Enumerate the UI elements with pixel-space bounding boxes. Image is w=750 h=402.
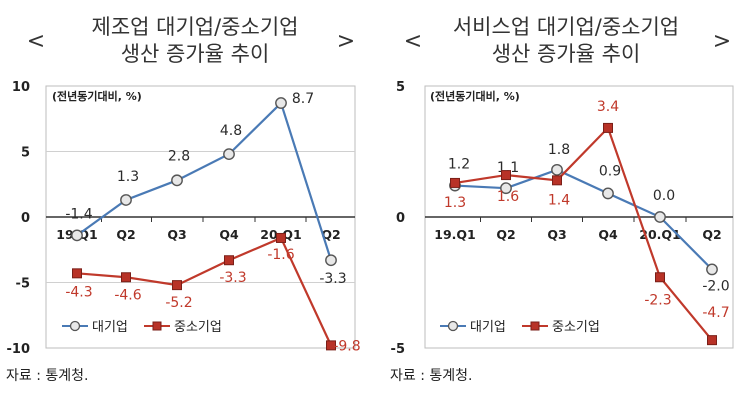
data-label-smes: -4.6 bbox=[114, 287, 141, 303]
data-label-smes: -1.6 bbox=[267, 247, 294, 263]
legend-marker-large-firms bbox=[447, 320, 459, 332]
chart-title-line2: 생산 증가율 추이 bbox=[492, 42, 641, 66]
x-tick-label: Q3 bbox=[167, 227, 186, 242]
legend-label-smes: 중소기업 bbox=[174, 320, 222, 335]
data-point-large-firms bbox=[602, 187, 614, 200]
data-point-large-firms bbox=[71, 229, 83, 242]
unit-note: (전년동기대비, %) bbox=[430, 89, 520, 103]
y-tick-label: 0 bbox=[21, 211, 30, 226]
y-tick-label: 10 bbox=[12, 80, 30, 95]
chart-title-line1: 서비스업 대기업/중소기업 bbox=[453, 15, 679, 39]
data-point-large-firms bbox=[706, 263, 718, 276]
y-tick-label: -5 bbox=[16, 277, 30, 292]
data-point-smes bbox=[72, 268, 82, 279]
data-label-smes: -2.3 bbox=[644, 292, 671, 308]
series-line-smes bbox=[454, 125, 713, 341]
data-point-smes bbox=[276, 232, 286, 243]
data-point-large-firms bbox=[551, 163, 563, 176]
chart-title-line1: 제조업 대기업/중소기업 bbox=[92, 15, 299, 39]
source-note: 자료 : 통계청. bbox=[390, 368, 472, 384]
data-point-large-firms bbox=[275, 97, 287, 109]
data-point-smes bbox=[326, 340, 336, 351]
x-tick-label: Q2 bbox=[496, 227, 515, 242]
data-label-smes: 1.4 bbox=[548, 192, 570, 208]
data-label-large-firms: -3.3 bbox=[319, 271, 346, 287]
data-label-smes: -9.8 bbox=[333, 338, 360, 354]
x-tick-label: Q4 bbox=[219, 227, 239, 242]
bracket-right: > bbox=[713, 29, 731, 54]
data-point-large-firms bbox=[223, 148, 235, 161]
data-point-large-firms bbox=[120, 194, 132, 206]
legend-marker-smes bbox=[152, 321, 162, 331]
x-tick-label: 19.Q1 bbox=[434, 227, 475, 242]
data-point-smes bbox=[501, 170, 511, 181]
series-line-large-firms bbox=[76, 100, 333, 261]
data-label-large-firms: -1.4 bbox=[65, 206, 92, 222]
data-point-smes bbox=[603, 122, 613, 133]
data-point-large-firms bbox=[500, 182, 512, 195]
unit-note: (전년동기대비, %) bbox=[52, 89, 142, 103]
x-tick-label: Q2 bbox=[321, 227, 340, 242]
data-label-smes: 3.4 bbox=[597, 99, 619, 115]
data-label-smes: 1.3 bbox=[444, 195, 466, 211]
x-tick-label: Q2 bbox=[702, 227, 721, 242]
data-label-smes: -4.7 bbox=[702, 305, 729, 321]
data-point-large-firms bbox=[325, 254, 337, 267]
y-tick-label: 5 bbox=[21, 146, 30, 161]
data-label-large-firms: -2.0 bbox=[702, 278, 729, 294]
data-point-smes bbox=[172, 280, 182, 291]
data-point-large-firms bbox=[171, 174, 183, 187]
data-point-smes bbox=[655, 272, 665, 283]
data-label-large-firms: 1.8 bbox=[548, 142, 570, 158]
y-tick-label: -10 bbox=[7, 342, 31, 357]
series-line-smes bbox=[76, 236, 332, 346]
legend-marker-large-firms bbox=[69, 320, 81, 332]
data-label-large-firms: 2.8 bbox=[168, 148, 190, 164]
data-label-smes: 1.6 bbox=[497, 189, 519, 205]
data-point-smes bbox=[552, 175, 562, 186]
legend-label-large-firms: 대기업 bbox=[92, 320, 128, 335]
data-label-large-firms: 0.9 bbox=[599, 163, 621, 179]
y-tick-label: 5 bbox=[396, 80, 405, 95]
data-label-smes: -5.2 bbox=[165, 295, 192, 311]
legend-marker-smes bbox=[530, 321, 540, 331]
y-tick-label: -5 bbox=[391, 342, 405, 357]
bracket-left: < bbox=[404, 29, 422, 54]
data-label-smes: -4.3 bbox=[65, 284, 92, 300]
bracket-right: > bbox=[337, 29, 355, 54]
data-label-large-firms: 0.0 bbox=[653, 188, 675, 204]
data-label-large-firms: 1.3 bbox=[117, 169, 139, 185]
data-label-large-firms: 8.7 bbox=[292, 91, 314, 107]
data-point-smes bbox=[450, 177, 460, 188]
data-label-large-firms: 4.8 bbox=[220, 123, 242, 139]
bracket-left: < bbox=[27, 29, 45, 54]
data-label-smes: -3.3 bbox=[219, 270, 246, 286]
data-label-large-firms: 1.2 bbox=[448, 157, 470, 173]
data-point-smes bbox=[121, 272, 131, 283]
x-tick-label: Q3 bbox=[547, 227, 566, 242]
legend-label-large-firms: 대기업 bbox=[470, 320, 506, 335]
data-point-smes bbox=[707, 335, 717, 346]
chart-title-line2: 생산 증가율 추이 bbox=[121, 42, 270, 66]
x-tick-label: Q2 bbox=[116, 227, 135, 242]
data-point-smes bbox=[224, 255, 234, 266]
x-tick-label: Q4 bbox=[598, 227, 618, 242]
legend-label-smes: 중소기업 bbox=[552, 320, 600, 335]
data-point-large-firms bbox=[654, 211, 666, 223]
y-tick-label: 0 bbox=[396, 211, 405, 226]
series-line-large-firms bbox=[454, 168, 713, 271]
source-note: 자료 : 통계청. bbox=[6, 368, 88, 384]
x-tick-label: 20.Q1 bbox=[639, 227, 680, 242]
